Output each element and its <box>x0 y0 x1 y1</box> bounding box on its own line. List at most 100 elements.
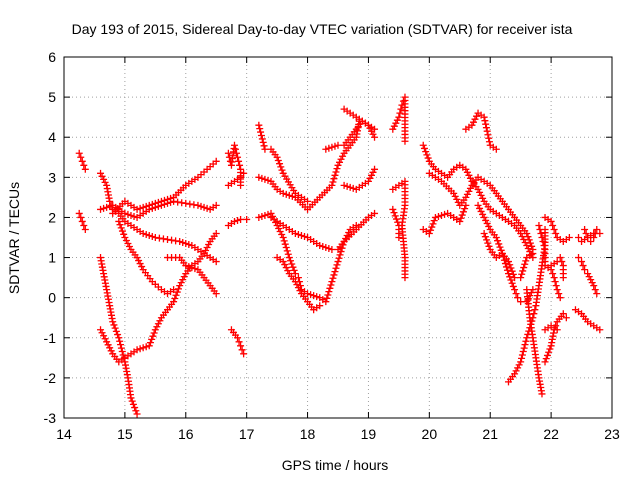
data-point <box>474 201 482 209</box>
data-point <box>587 238 595 246</box>
data-point <box>392 119 400 127</box>
data-point <box>328 181 336 189</box>
data-point <box>234 153 242 161</box>
data-point <box>316 302 324 310</box>
data-point <box>326 284 334 292</box>
data-point <box>458 211 466 219</box>
data-point <box>194 201 202 209</box>
data-point <box>285 191 293 199</box>
data-point <box>483 219 491 227</box>
data-point <box>148 200 156 208</box>
y-tick-label: 1 <box>48 250 56 266</box>
data-point <box>465 171 473 179</box>
data-point <box>528 242 536 250</box>
data-point <box>334 258 342 266</box>
data-point <box>514 294 522 302</box>
data-point <box>390 209 398 217</box>
data-point <box>334 161 342 169</box>
data-point <box>479 210 487 218</box>
data-point <box>277 163 285 171</box>
data-point <box>527 251 535 259</box>
data-point <box>151 234 159 241</box>
data-point <box>555 290 563 298</box>
data-point <box>212 258 220 266</box>
data-point <box>106 202 114 210</box>
data-point <box>205 241 213 249</box>
data-point <box>462 193 470 201</box>
data-point <box>80 161 88 169</box>
data-point <box>273 153 281 161</box>
data-point <box>103 203 111 211</box>
data-point <box>550 274 558 282</box>
data-point <box>427 226 435 234</box>
y-tick-label: 0 <box>48 290 56 306</box>
data-point <box>529 250 537 258</box>
data-point <box>559 310 567 318</box>
data-point <box>255 121 263 129</box>
data-point <box>112 327 120 335</box>
data-point <box>469 118 477 126</box>
data-point <box>397 105 405 113</box>
data-point <box>234 334 242 342</box>
data-point <box>155 234 163 242</box>
data-point <box>258 174 266 182</box>
data-point <box>153 323 161 331</box>
data-point <box>167 194 175 202</box>
data-point <box>145 231 153 239</box>
data-point <box>313 293 321 301</box>
data-point <box>546 345 554 353</box>
data-point <box>97 205 105 213</box>
data-point <box>157 197 165 205</box>
data-point <box>177 279 185 287</box>
data-point <box>369 168 377 176</box>
data-point <box>260 142 268 150</box>
y-tick-label: -1 <box>44 330 57 346</box>
data-point <box>509 282 517 290</box>
data-point <box>174 198 182 206</box>
data-point <box>364 177 372 185</box>
data-point <box>280 237 288 245</box>
data-point <box>188 264 196 272</box>
data-point <box>293 281 301 289</box>
data-point <box>109 318 117 326</box>
data-point <box>98 172 106 180</box>
data-point <box>550 326 558 334</box>
data-point <box>237 181 245 189</box>
data-point <box>483 127 491 135</box>
data-point <box>331 142 339 150</box>
data-point <box>237 173 245 181</box>
data-point <box>424 154 432 162</box>
data-point <box>282 264 290 272</box>
data-point <box>559 274 567 282</box>
y-axis-label: SDTVAR / TECUs <box>6 182 22 294</box>
data-point <box>322 244 330 252</box>
x-tick-label: 21 <box>482 426 498 442</box>
data-point <box>281 261 289 269</box>
data-point <box>547 217 555 225</box>
data-point <box>519 267 527 275</box>
data-point <box>307 291 315 299</box>
data-point <box>465 187 473 195</box>
data-point <box>401 137 409 145</box>
plot-frame <box>63 56 613 419</box>
data-point <box>511 286 519 294</box>
data-point <box>78 157 86 165</box>
data-point <box>543 351 551 359</box>
data-point <box>170 298 178 306</box>
data-point <box>131 404 139 412</box>
data-point <box>371 209 379 217</box>
data-point <box>394 218 402 226</box>
x-tick-label: 14 <box>56 426 72 442</box>
y-tick-label: 2 <box>48 209 56 225</box>
data-point <box>115 217 123 225</box>
data-point <box>274 156 282 164</box>
data-point <box>100 332 108 340</box>
data-point <box>461 205 469 213</box>
data-point <box>390 122 398 130</box>
data-point <box>276 227 284 235</box>
data-point <box>541 358 549 366</box>
data-point <box>324 291 332 299</box>
data-point <box>328 278 336 286</box>
data-point <box>279 258 287 266</box>
data-point <box>520 344 528 352</box>
